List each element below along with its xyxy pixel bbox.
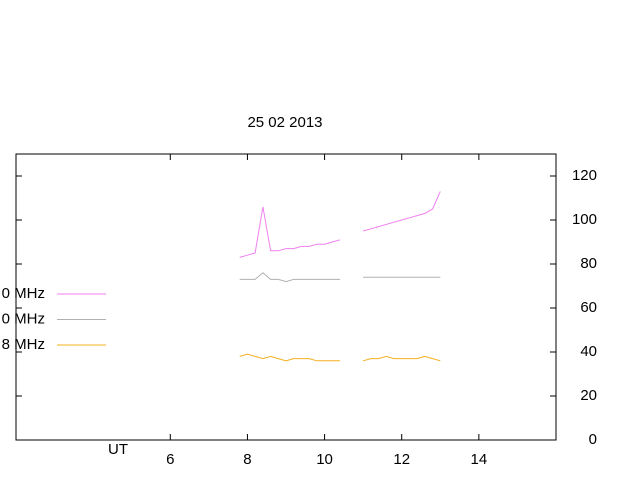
- legend-label: 0 MHz: [2, 310, 45, 327]
- y-tick-label: 120: [572, 167, 597, 184]
- series-line: [239, 353, 441, 362]
- x-tick-label: 6: [166, 451, 174, 468]
- y-tick-label: 80: [580, 255, 597, 272]
- x-tick-label: 14: [471, 451, 488, 468]
- y-tick-label: 100: [572, 211, 597, 228]
- series-line: [239, 272, 441, 283]
- plot-frame: [15, 153, 557, 441]
- legend-label: 0 MHz: [2, 285, 45, 302]
- y-tick-label: 40: [580, 343, 597, 360]
- chart-title: 25 02 2013: [247, 114, 322, 131]
- x-axis-label: UT: [108, 441, 128, 458]
- legend-label: 8 MHz: [2, 336, 45, 353]
- y-tick-label: 60: [580, 299, 597, 316]
- y-tick-label: 0: [589, 431, 597, 448]
- y-tick-label: 20: [580, 387, 597, 404]
- x-tick-label: 10: [316, 451, 333, 468]
- x-tick-label: 12: [393, 451, 410, 468]
- series-line: [239, 191, 441, 258]
- x-tick-label: 8: [243, 451, 251, 468]
